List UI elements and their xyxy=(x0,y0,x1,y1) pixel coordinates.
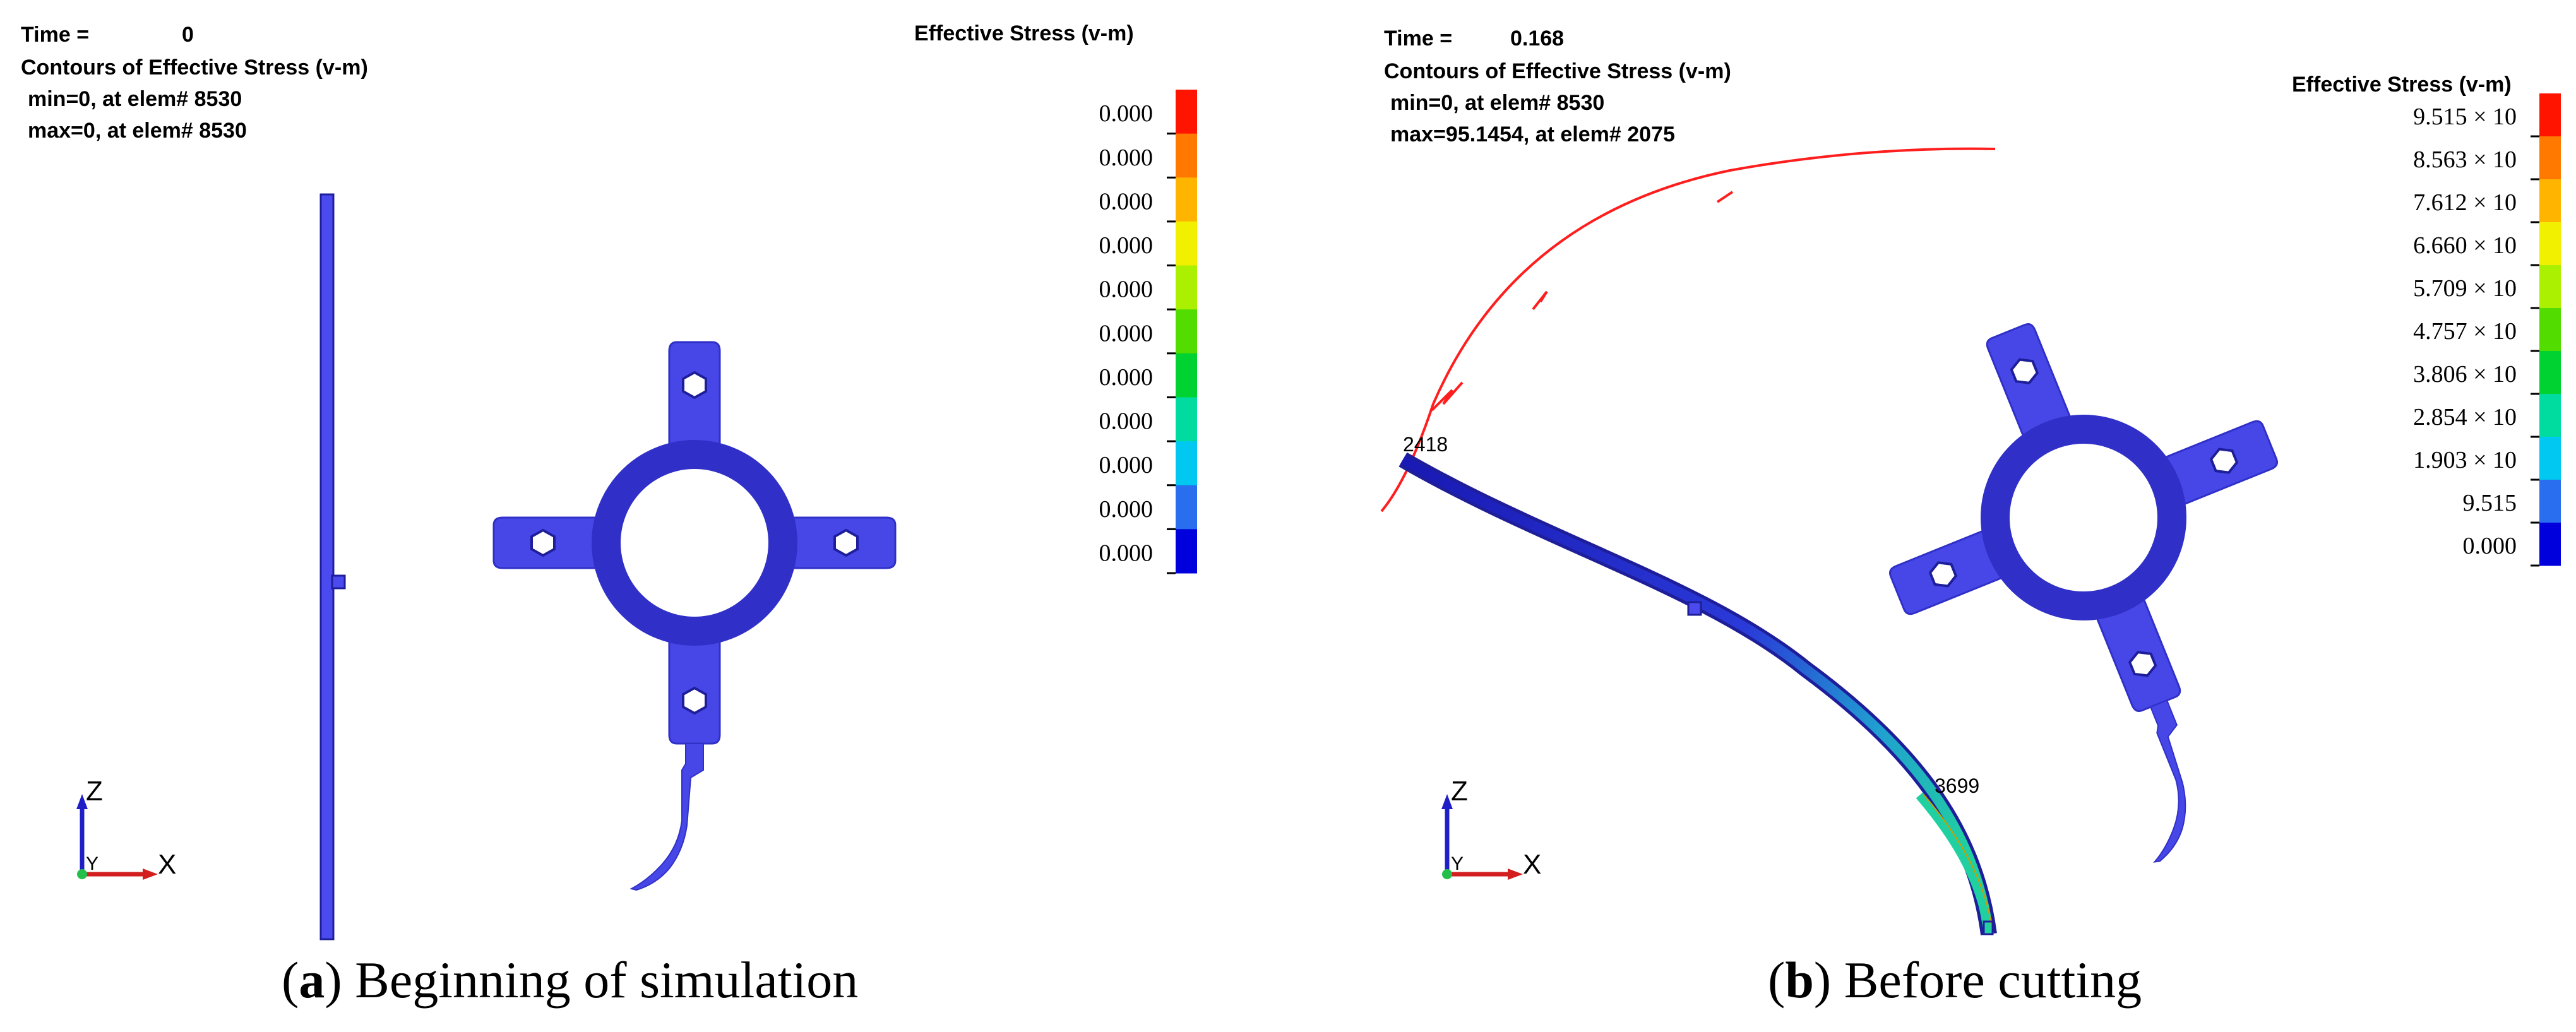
legend-value-label: 3.806 × 10 xyxy=(2413,361,2517,388)
color-legend: 9.515 × 10 8.563 × 10 7.612 × 10 6.660 × 10… xyxy=(2413,93,2561,567)
legend-swatch xyxy=(1176,485,1197,530)
legend-value-label: 2.854 × 10 xyxy=(2413,404,2517,430)
legend-swatch xyxy=(2539,351,2561,394)
legend-value-label: 1.903 × 10 xyxy=(2413,447,2517,473)
legend-swatch xyxy=(1176,309,1197,354)
min-readout: min=0, at elem# 8530 xyxy=(28,87,242,111)
legend-title: Effective Stress (v-m) xyxy=(2292,73,2512,97)
legend-title: Effective Stress (v-m) xyxy=(914,21,1134,45)
caption-b: (b) Before cutting xyxy=(1768,951,2142,1009)
legend-value-label: 8.563 × 10 xyxy=(2413,146,2517,173)
legend-swatch xyxy=(1176,221,1197,266)
color-legend: 0.000 0.000 0.000 0.000 0.000 0.000 0.000 0.000… xyxy=(1099,90,1197,574)
legend-value-label: 0.000 xyxy=(1099,276,1154,303)
legend-value-label: 9.515 × 10 xyxy=(2413,104,2517,130)
legend-swatch xyxy=(2539,523,2561,566)
legend-value-label: 9.515 xyxy=(2463,490,2517,516)
max-readout: max=0, at elem# 8530 xyxy=(28,119,247,143)
time-label: Time = xyxy=(21,23,89,47)
legend-swatch xyxy=(1176,265,1197,310)
legend-swatch xyxy=(1176,529,1197,574)
axis-triad: Z X Y xyxy=(76,776,176,880)
legend-value-label: 0.000 xyxy=(1099,145,1154,171)
trajectory-curve xyxy=(1380,147,1996,513)
mount-part xyxy=(1822,256,2400,863)
legend-value-label: 0.000 xyxy=(1099,408,1154,435)
axis-z-label: Z xyxy=(1451,776,1468,807)
contour-title: Contours of Effective Stress (v-m) xyxy=(21,56,368,80)
axis-x-label: X xyxy=(158,849,176,880)
legend-value-label: 0.000 xyxy=(1099,540,1154,567)
legend-swatch xyxy=(2539,93,2561,137)
legend-value-label: 0.000 xyxy=(1099,232,1154,259)
legend-swatch xyxy=(1176,441,1197,486)
legend-value-label: 0.000 xyxy=(1099,100,1154,127)
axis-z-label: Z xyxy=(86,776,103,807)
legend-swatch xyxy=(1176,133,1197,178)
axis-triad: Z X Y xyxy=(1441,776,1541,880)
mount-part xyxy=(494,342,895,891)
time-value: 0.168 xyxy=(1510,27,1564,50)
legend-swatch xyxy=(2539,179,2561,223)
axis-y-label: Y xyxy=(86,853,98,874)
legend-swatch xyxy=(2539,437,2561,480)
panel-b: Time = 0.168 Contours of Effective Stres… xyxy=(1380,27,2561,1009)
panel-a: Time = 0 Contours of Effective Stress (v… xyxy=(21,21,1197,1009)
legend-value-label: 0.000 xyxy=(2463,533,2517,559)
legend-swatch xyxy=(1176,90,1197,134)
contour-title: Contours of Effective Stress (v-m) xyxy=(1384,59,1731,83)
time-value: 0 xyxy=(182,23,194,47)
legend-swatch xyxy=(2539,265,2561,309)
legend-swatch xyxy=(2539,308,2561,352)
legend-swatch xyxy=(1176,177,1197,222)
legend-value-label: 6.660 × 10 xyxy=(2413,232,2517,259)
legend-swatch xyxy=(2539,222,2561,266)
legend-swatch xyxy=(2539,394,2561,437)
caption-a: (a) Beginning of simulation xyxy=(282,951,858,1009)
legend-swatch xyxy=(2539,480,2561,523)
legend-value-label: 0.000 xyxy=(1099,188,1154,215)
node-label-3699: 3699 xyxy=(1935,774,1979,797)
legend-swatch xyxy=(1176,353,1197,398)
axis-x-label: X xyxy=(1523,849,1541,880)
deformed-blade xyxy=(1398,452,1997,935)
node-label-2418: 2418 xyxy=(1403,433,1448,456)
legend-swatch xyxy=(2539,136,2561,180)
legend-value-label: 0.000 xyxy=(1099,364,1154,391)
axis-y-label: Y xyxy=(1451,853,1464,874)
vertical-blade xyxy=(319,193,346,940)
legend-value-label: 0.000 xyxy=(1099,320,1154,347)
min-readout: min=0, at elem# 8530 xyxy=(1390,91,1604,115)
legend-value-label: 0.000 xyxy=(1099,452,1154,478)
legend-swatch xyxy=(1176,397,1197,442)
legend-value-label: 5.709 × 10 xyxy=(2413,275,2517,302)
legend-value-label: 0.000 xyxy=(1099,496,1154,523)
max-readout: max=95.1454, at elem# 2075 xyxy=(1390,122,1675,146)
legend-value-label: 4.757 × 10 xyxy=(2413,318,2517,345)
time-label: Time = xyxy=(1384,27,1452,50)
legend-value-label: 7.612 × 10 xyxy=(2413,189,2517,216)
